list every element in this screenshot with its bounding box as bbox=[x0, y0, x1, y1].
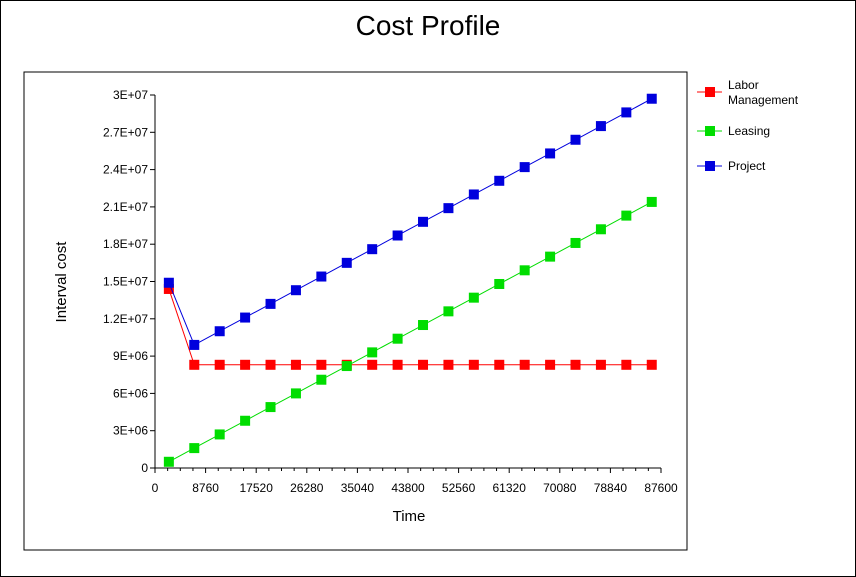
x-tick-label: 61320 bbox=[493, 481, 527, 495]
data-point bbox=[240, 359, 251, 370]
y-tick-label: 3E+07 bbox=[113, 88, 148, 102]
y-tick-label: 1.5E+07 bbox=[103, 275, 148, 289]
data-point bbox=[545, 359, 556, 370]
data-point bbox=[189, 339, 200, 350]
data-point bbox=[163, 277, 174, 288]
data-point bbox=[418, 359, 429, 370]
data-point bbox=[392, 333, 403, 344]
data-point bbox=[367, 347, 378, 358]
data-point bbox=[290, 285, 301, 296]
data-point bbox=[189, 359, 200, 370]
data-point bbox=[621, 359, 632, 370]
data-point bbox=[367, 359, 378, 370]
x-tick-label: 26280 bbox=[290, 481, 324, 495]
x-tick-label: 52560 bbox=[442, 481, 476, 495]
data-point bbox=[443, 203, 454, 214]
y-tick-label: 1.2E+07 bbox=[103, 312, 148, 326]
series-leasing bbox=[163, 196, 657, 467]
y-axis-label: Interval cost bbox=[53, 241, 70, 323]
data-point bbox=[494, 175, 505, 186]
data-point bbox=[163, 283, 174, 294]
data-point bbox=[468, 292, 479, 303]
chart-title: Cost Profile bbox=[355, 10, 501, 41]
data-point bbox=[494, 278, 505, 289]
data-point bbox=[468, 359, 479, 370]
data-point bbox=[240, 312, 251, 323]
data-point bbox=[214, 326, 225, 337]
y-tick-label: 0 bbox=[141, 461, 148, 475]
data-point bbox=[519, 162, 530, 173]
y-tick-label: 9E+06 bbox=[113, 349, 148, 363]
data-point bbox=[418, 216, 429, 227]
data-point bbox=[240, 415, 251, 426]
data-point bbox=[621, 107, 632, 118]
y-tick-label: 6E+06 bbox=[113, 386, 148, 400]
x-tick-label: 17520 bbox=[240, 481, 274, 495]
data-point bbox=[341, 361, 352, 372]
data-point bbox=[189, 443, 200, 454]
y-tick-label: 2.4E+07 bbox=[103, 163, 148, 177]
x-axis-label: Time bbox=[393, 508, 426, 525]
data-point bbox=[265, 359, 276, 370]
x-tick-label: 8760 bbox=[192, 481, 219, 495]
legend-label: Labor Management bbox=[728, 78, 799, 107]
data-point bbox=[214, 429, 225, 440]
data-point bbox=[646, 359, 657, 370]
data-point bbox=[494, 359, 505, 370]
data-point bbox=[595, 224, 606, 235]
data-point bbox=[418, 320, 429, 331]
legend-label: Project bbox=[728, 159, 766, 173]
data-point bbox=[595, 359, 606, 370]
legend-marker bbox=[705, 161, 715, 171]
data-point bbox=[570, 237, 581, 248]
y-tick-label: 2.7E+07 bbox=[103, 125, 148, 139]
data-point bbox=[570, 134, 581, 145]
data-point bbox=[214, 359, 225, 370]
data-point bbox=[316, 271, 327, 282]
data-point bbox=[545, 148, 556, 159]
data-point bbox=[341, 257, 352, 268]
series-layer bbox=[163, 93, 657, 467]
data-point bbox=[392, 359, 403, 370]
data-point bbox=[519, 359, 530, 370]
data-point bbox=[468, 189, 479, 200]
data-point bbox=[443, 306, 454, 317]
data-point bbox=[290, 388, 301, 399]
data-point bbox=[316, 359, 327, 370]
data-point bbox=[595, 121, 606, 132]
data-point bbox=[621, 210, 632, 221]
y-tick-label: 2.1E+07 bbox=[103, 200, 148, 214]
x-tick-label: 0 bbox=[152, 481, 159, 495]
data-point bbox=[316, 374, 327, 385]
data-point bbox=[392, 230, 403, 241]
x-tick-label: 70080 bbox=[543, 481, 577, 495]
data-point bbox=[443, 359, 454, 370]
x-tick-label: 35040 bbox=[341, 481, 375, 495]
x-tick-label: 87600 bbox=[644, 481, 678, 495]
legend-marker bbox=[705, 126, 715, 136]
x-tick-label: 43800 bbox=[391, 481, 425, 495]
y-tick-label: 1.8E+07 bbox=[103, 237, 148, 251]
data-point bbox=[646, 93, 657, 104]
axes: 0 3E+06 6E+06 9E+06 1.2E+07 1.5E+07 1.8E+07 2.1… bbox=[103, 88, 678, 495]
plot-frame bbox=[23, 71, 688, 551]
legend-marker bbox=[705, 87, 715, 97]
data-point bbox=[367, 244, 378, 255]
x-tick-label: 78840 bbox=[594, 481, 628, 495]
series-project bbox=[163, 93, 657, 350]
data-point bbox=[646, 196, 657, 207]
data-point bbox=[545, 251, 556, 262]
data-point bbox=[570, 359, 581, 370]
data-point bbox=[163, 456, 174, 467]
y-tick-label: 3E+06 bbox=[113, 424, 148, 438]
series-line bbox=[168, 288, 652, 366]
series-labor bbox=[163, 283, 657, 370]
data-point bbox=[290, 359, 301, 370]
legend-label: Leasing bbox=[728, 124, 770, 138]
data-point bbox=[265, 298, 276, 309]
legend: Labor Management Leasing Project bbox=[697, 78, 799, 173]
data-point bbox=[265, 402, 276, 413]
data-point bbox=[519, 265, 530, 276]
